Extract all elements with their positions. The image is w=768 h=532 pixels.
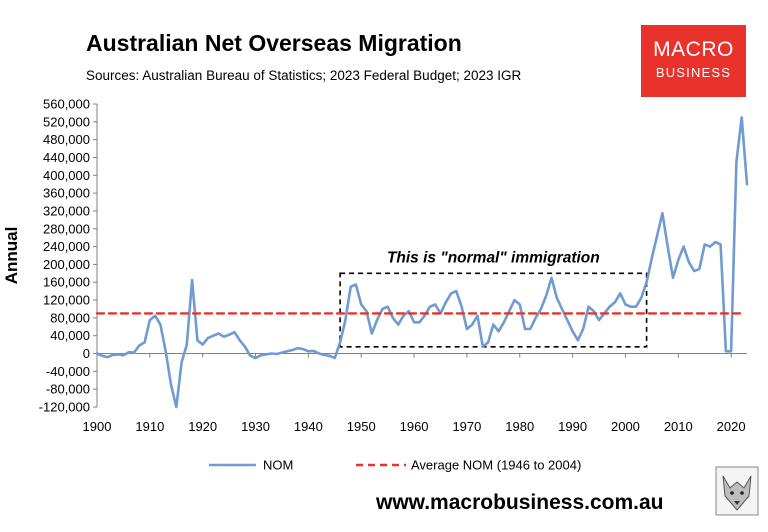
y-axis-title: Annual [2, 227, 21, 285]
brand-logo: MACRO BUSINESS [641, 25, 746, 97]
legend-average-label: Average NOM (1946 to 2004) [411, 458, 581, 473]
annotation-label: This is "normal" immigration [387, 249, 600, 266]
y-tick-label: 360,000 [43, 186, 90, 201]
chart-subtitle: Sources: Australian Bureau of Statistics… [86, 68, 522, 83]
y-tick-label: 280,000 [43, 221, 90, 236]
x-tick-label: 1990 [558, 419, 587, 434]
y-tick-label: 560,000 [43, 97, 90, 112]
brand-logo-line1: MACRO [653, 38, 734, 61]
y-tick-label: 480,000 [43, 132, 90, 147]
brand-logo-line2: BUSINESS [655, 65, 732, 80]
y-tick-label: 240,000 [43, 239, 90, 254]
x-tick-label: 1960 [400, 419, 429, 434]
annotation-box [339, 272, 648, 348]
y-tick-label: 160,000 [43, 275, 90, 290]
y-tick-label: 120,000 [43, 293, 90, 308]
x-tick-label: 1940 [294, 419, 323, 434]
chart-title: Australian Net Overseas Migration [86, 30, 462, 56]
x-tick-label: 1910 [135, 419, 164, 434]
x-tick-label: 1900 [83, 419, 112, 434]
x-tick-label: 2010 [664, 419, 693, 434]
x-tick-label: 2020 [717, 419, 746, 434]
series-layer [95, 116, 749, 409]
x-axis: 1900 1910 1920 1930 1940 1950 1960 1970 1980 1990… [83, 353, 747, 434]
x-tick-label: 1930 [241, 419, 270, 434]
y-tick-label: 0 [83, 346, 90, 361]
annotation-layer: This is "normal" immigration [339, 249, 648, 348]
x-tick-label: 1970 [452, 419, 481, 434]
x-tick-label: 1950 [347, 419, 376, 434]
footer-url: www.macrobusiness.com.au [376, 491, 664, 514]
y-tick-label: 80,000 [50, 310, 90, 325]
legend-nom-label: NOM [263, 458, 293, 473]
x-tick-label: 1980 [505, 419, 534, 434]
x-tick-label: 1920 [188, 419, 217, 434]
y-tick-label: -80,000 [46, 382, 90, 397]
wolf-logo-icon [715, 466, 759, 516]
y-tick-label: -120,000 [39, 400, 90, 415]
y-tick-label: 320,000 [43, 203, 90, 218]
y-axis: -120,000 -80,000 -40,000 0 40,000 80,000 120,0… [2, 97, 98, 415]
chart-legend: NOM Average NOM (1946 to 2004) [209, 458, 581, 473]
x-tick-label: 2000 [611, 419, 640, 434]
y-tick-label: 520,000 [43, 114, 90, 129]
y-tick-label: 40,000 [50, 328, 90, 343]
y-tick-label: -40,000 [46, 364, 90, 379]
nom-line [95, 116, 749, 409]
y-tick-label: 440,000 [43, 150, 90, 165]
y-tick-label: 200,000 [43, 257, 90, 272]
y-tick-label: 400,000 [43, 168, 90, 183]
